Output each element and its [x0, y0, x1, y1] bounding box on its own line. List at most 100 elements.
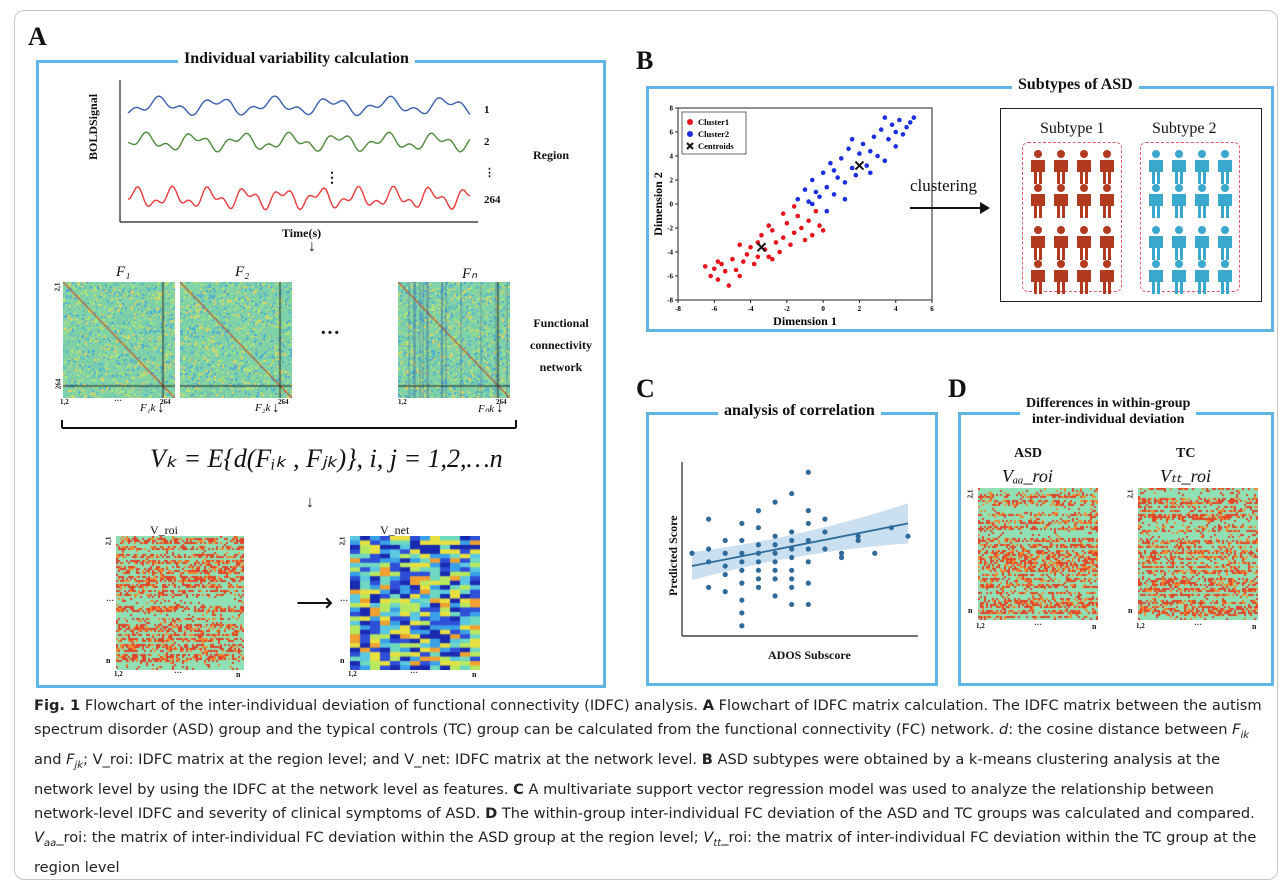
matrix-label-f1: F₁	[116, 264, 131, 280]
cluster1-point	[708, 273, 713, 279]
correlation-point	[789, 537, 795, 544]
panel-d-letter: D	[948, 374, 967, 403]
cluster2-point	[864, 163, 869, 168]
person-icon	[1172, 226, 1186, 260]
correlation-point	[755, 576, 762, 582]
down-arrow-fnk: ↓	[496, 400, 504, 416]
caption-segment: B	[701, 750, 713, 768]
cluster1-point	[766, 254, 772, 260]
cluster2-point	[813, 189, 819, 195]
panel-c-title: analysis of correlation	[718, 402, 881, 420]
correlation-point	[706, 559, 712, 565]
tick-bottom-vaa: 1,2	[976, 622, 985, 630]
fc-network-label-line2: connectivity	[530, 338, 592, 352]
cluster2-point	[904, 124, 909, 130]
correlation-point	[789, 554, 795, 561]
tick-dots-vaa: ···	[1034, 620, 1043, 629]
y-tick-label: -4	[667, 249, 673, 257]
cluster2-point	[842, 196, 848, 202]
panel-d-title-line2: inter-individual deviation	[1032, 412, 1185, 427]
correlation-point	[805, 559, 811, 565]
cluster1-point	[777, 249, 782, 255]
cluster2-point	[838, 156, 844, 161]
correlation-point	[722, 550, 728, 556]
cluster1-point	[773, 240, 779, 245]
panel-a-title: Individual variability calculation	[178, 50, 415, 68]
group-tc-label: TC	[1176, 446, 1196, 461]
correlation-point	[755, 542, 762, 548]
cluster2-point	[897, 117, 902, 123]
correlation-point	[805, 469, 811, 475]
legend-label: Centroids	[698, 141, 734, 151]
tick-top-vtt: 2,1	[1126, 489, 1135, 499]
correlation-point	[755, 584, 762, 590]
cluster2-point	[860, 141, 866, 147]
tick-bottom-left-a1: 1,2	[60, 398, 69, 406]
tick-n-vaa-y: n	[968, 606, 973, 615]
y-tick-label: -2	[667, 225, 673, 233]
correlation-point	[772, 576, 778, 582]
tick-bottom-net: 1,2	[348, 670, 357, 678]
correlation-point	[722, 563, 728, 569]
cluster2-point	[907, 120, 913, 125]
cluster1-point	[730, 256, 735, 262]
tick-n-vtt-x: n	[1252, 622, 1257, 631]
person-icon	[1031, 184, 1045, 218]
cluster2-point	[795, 196, 801, 202]
vtt-roi-matrix	[1138, 488, 1258, 620]
correlation-point	[739, 597, 745, 603]
cluster1-point	[820, 228, 826, 233]
caption-segment: Flowchart of the inter-individual deviat…	[80, 697, 703, 714]
cluster2-point	[853, 172, 859, 178]
subtypes-box	[1000, 108, 1262, 302]
cluster2-point	[817, 194, 822, 200]
person-icon	[1149, 260, 1163, 294]
figure-caption: Fig. 1 Flowchart of the inter-individual…	[34, 694, 1264, 880]
person-icon	[1031, 150, 1045, 184]
correlation-point	[838, 554, 845, 561]
panel-b-letter: B	[636, 46, 654, 75]
cluster2-point	[849, 165, 855, 171]
correlation-point	[789, 529, 795, 535]
correlation-point	[805, 508, 811, 514]
person-icon	[1054, 260, 1068, 294]
legend-marker	[687, 131, 693, 137]
region-number-2: 2	[484, 136, 490, 148]
tick-mid-a1: ···	[114, 396, 123, 405]
panel-a-letter: A	[28, 22, 47, 51]
cluster1-point	[711, 266, 717, 272]
cluster2-point	[875, 153, 880, 159]
cluster1-point	[813, 208, 819, 214]
cluster1-point	[755, 254, 761, 260]
confidence-band	[692, 503, 908, 581]
cluster2-point	[831, 168, 837, 173]
fc-network-label-line1: Functional	[533, 316, 589, 330]
bold-signal-plot	[119, 80, 478, 223]
person-icon	[1172, 260, 1186, 294]
tick-mid-net: ···	[340, 596, 349, 605]
caption-segment: ik	[1240, 729, 1250, 741]
cluster1-point	[770, 228, 775, 233]
cluster2-point	[828, 160, 833, 166]
correlation-point	[822, 529, 828, 535]
panel-d-title-line1: Differences in within-group	[1026, 396, 1191, 411]
cluster2-point	[809, 177, 815, 183]
brace	[61, 420, 517, 429]
person-icon	[1149, 184, 1163, 218]
cluster1-point	[784, 220, 790, 226]
correlation-point	[872, 550, 878, 556]
cluster1-point	[780, 211, 786, 216]
caption-segment: : the cosine distance between	[1008, 721, 1233, 738]
x-tick-label: 4	[894, 305, 898, 313]
group-asd-label: ASD	[1014, 446, 1043, 461]
regression-line	[691, 522, 909, 567]
person-icon	[1149, 150, 1163, 184]
subtype2-label: Subtype 2	[1152, 120, 1217, 137]
matrix-ellipsis: ···	[320, 322, 341, 344]
cluster1-point	[748, 244, 753, 250]
correlation-point	[739, 580, 745, 586]
caption-segment: A multivariate support vector regression…	[34, 780, 1214, 822]
region-number-1: 1	[484, 104, 490, 116]
cluster1-point	[788, 242, 793, 248]
correlation-point	[772, 593, 778, 599]
